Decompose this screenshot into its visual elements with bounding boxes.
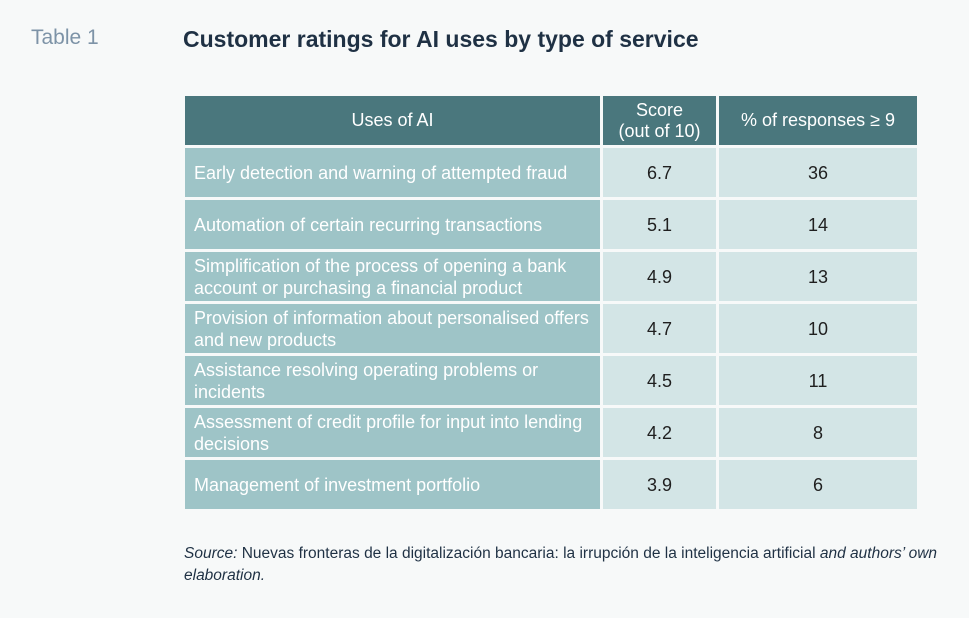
header-score-line2: (out of 10) (618, 120, 701, 141)
row-use: Automation of certain recurring transact… (185, 200, 600, 249)
row-score: 4.2 (603, 408, 716, 457)
table-row: Early detection and warning of attempted… (185, 148, 917, 197)
header-pct: % of responses ≥ 9 (719, 96, 917, 145)
row-use: Simplification of the process of opening… (185, 252, 600, 301)
table-row: Assessment of credit profile for input i… (185, 408, 917, 457)
row-pct: 6 (719, 460, 917, 509)
row-score: 6.7 (603, 148, 716, 197)
table-row: Automation of certain recurring transact… (185, 200, 917, 249)
header-uses: Uses of AI (185, 96, 600, 145)
row-use: Management of investment portfolio (185, 460, 600, 509)
table-row: Provision of information about personali… (185, 304, 917, 353)
row-score: 4.9 (603, 252, 716, 301)
row-pct: 10 (719, 304, 917, 353)
table-row: Simplification of the process of opening… (185, 252, 917, 301)
row-pct: 36 (719, 148, 917, 197)
ratings-table: Uses of AI Score (out of 10) % of respon… (182, 93, 920, 512)
row-use: Assistance resolving operating problems … (185, 356, 600, 405)
source-label: Source: (184, 545, 238, 562)
row-use: Early detection and warning of attempted… (185, 148, 600, 197)
source-text: Nuevas fronteras de la digitalización ba… (237, 545, 820, 562)
table-title: Customer ratings for AI uses by type of … (183, 26, 699, 52)
table-label: Table 1 (31, 26, 99, 49)
header-row: Uses of AI Score (out of 10) % of respon… (185, 96, 917, 145)
source-suffix: and authors’ own elaboration. (184, 545, 938, 584)
table-row: Assistance resolving operating problems … (185, 356, 917, 405)
row-pct: 14 (719, 200, 917, 249)
row-pct: 11 (719, 356, 917, 405)
row-score: 5.1 (603, 200, 716, 249)
table-row: Management of investment portfolio 3.9 6 (185, 460, 917, 509)
header-score: Score (out of 10) (603, 96, 716, 145)
row-score: 4.5 (603, 356, 716, 405)
row-pct: 13 (719, 252, 917, 301)
source-note: Source: Nuevas fronteras de la digitaliz… (184, 543, 954, 587)
row-score: 4.7 (603, 304, 716, 353)
row-use: Assessment of credit profile for input i… (185, 408, 600, 457)
row-use: Provision of information about personali… (185, 304, 600, 353)
row-pct: 8 (719, 408, 917, 457)
header-score-line1: Score (635, 99, 684, 120)
row-score: 3.9 (603, 460, 716, 509)
